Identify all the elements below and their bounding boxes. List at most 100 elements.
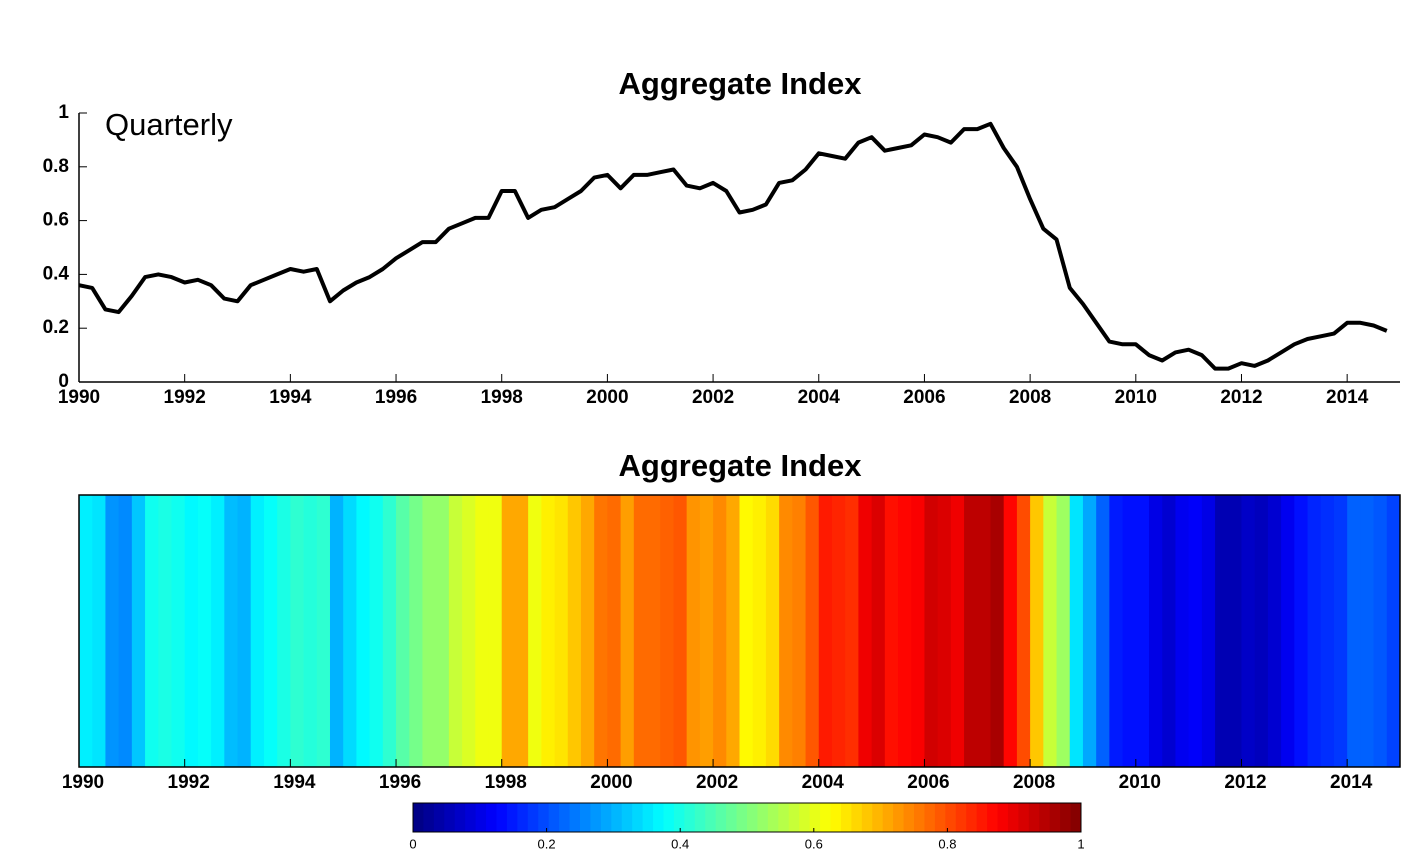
heat-cell bbox=[647, 495, 661, 767]
heat-cell bbox=[1307, 495, 1322, 767]
colorbar-tick-label: 1 bbox=[1077, 836, 1084, 851]
x-tick-label: 2004 bbox=[798, 387, 841, 408]
x-tick-label: 2002 bbox=[696, 772, 738, 793]
colorbar-swatch bbox=[736, 803, 748, 832]
y-tick-label: 0.2 bbox=[43, 317, 69, 338]
x-tick-label: 1994 bbox=[269, 387, 312, 408]
heat-cell bbox=[660, 495, 674, 767]
x-tick-label: 2010 bbox=[1115, 387, 1157, 408]
colorbar-swatch bbox=[517, 803, 529, 832]
colorbar-swatch bbox=[527, 803, 539, 832]
heat-cell bbox=[924, 495, 939, 767]
colorbar-swatch bbox=[882, 803, 894, 832]
heat-cell bbox=[514, 495, 529, 767]
heat-cell bbox=[673, 495, 688, 767]
heat-cell bbox=[990, 495, 1005, 767]
heat-cell bbox=[977, 495, 991, 767]
colorbar-swatch bbox=[1039, 803, 1051, 832]
heat-cell bbox=[1162, 495, 1176, 767]
heat-cell bbox=[1333, 495, 1348, 767]
heat-cell bbox=[1069, 495, 1084, 767]
heat-cell bbox=[871, 495, 886, 767]
heat-cell bbox=[620, 495, 635, 767]
heat-cell bbox=[1281, 495, 1295, 767]
heat-cell bbox=[211, 495, 225, 767]
colorbar-swatch bbox=[590, 803, 602, 832]
heat-cell bbox=[1109, 495, 1124, 767]
heat-cell bbox=[528, 495, 542, 767]
x-tick-label: 1996 bbox=[379, 772, 421, 793]
heat-cell bbox=[567, 495, 582, 767]
heat-cell bbox=[382, 495, 397, 767]
x-tick-label: 2000 bbox=[590, 772, 632, 793]
heat-cell bbox=[1016, 495, 1031, 767]
colorbar-swatch bbox=[767, 803, 779, 832]
y-tick-label: 1 bbox=[58, 102, 69, 123]
heat-cell bbox=[1056, 495, 1071, 767]
colorbar-swatch bbox=[861, 803, 873, 832]
x-tick-label: 1992 bbox=[168, 772, 210, 793]
heat-cell bbox=[964, 495, 978, 767]
colorbar-swatch bbox=[663, 803, 675, 832]
heat-cell bbox=[594, 495, 608, 767]
colorbar-swatch bbox=[496, 803, 508, 832]
heat-cell bbox=[633, 495, 648, 767]
colorbar-swatch bbox=[673, 803, 685, 832]
colorbar-swatch bbox=[538, 803, 550, 832]
heat-frame bbox=[78, 494, 1401, 768]
x-tick-label: 2002 bbox=[692, 387, 734, 408]
colorbar-swatch bbox=[799, 803, 811, 832]
colorbar-swatch bbox=[830, 803, 842, 832]
heat-cell bbox=[92, 495, 106, 767]
x-tick-label: 1992 bbox=[164, 387, 206, 408]
colorbar-swatch bbox=[809, 803, 821, 832]
heat-cell bbox=[197, 495, 212, 767]
colorbar-swatch bbox=[433, 803, 445, 832]
colorbar-swatch bbox=[747, 803, 758, 832]
heat-cell bbox=[898, 495, 912, 767]
heat-cell bbox=[792, 495, 807, 767]
heat-cell bbox=[184, 495, 199, 767]
colorbar-swatch bbox=[820, 803, 831, 832]
x-tick-label: 2010 bbox=[1119, 772, 1161, 793]
heat-cell bbox=[316, 495, 331, 767]
colorbar-swatch bbox=[945, 803, 957, 832]
x-tick-label: 1998 bbox=[485, 772, 527, 793]
heat-cell bbox=[1096, 495, 1110, 767]
colorbar-swatch bbox=[569, 803, 581, 832]
heat-cell bbox=[448, 495, 463, 767]
colorbar-tick-label: 0 bbox=[409, 836, 416, 851]
heat-cell bbox=[1043, 495, 1058, 767]
y-tick-label: 0.4 bbox=[43, 263, 70, 284]
heat-cell bbox=[818, 495, 833, 767]
colorbar-swatch bbox=[997, 803, 1009, 832]
colorbar-swatch bbox=[987, 803, 998, 832]
heat-cell bbox=[118, 495, 133, 767]
colorbar-swatch bbox=[840, 803, 852, 832]
heat-cell bbox=[831, 495, 846, 767]
x-tick-label: 2004 bbox=[802, 772, 845, 793]
heat-cell bbox=[409, 495, 423, 767]
heat-cell bbox=[1175, 495, 1190, 767]
heat-cell bbox=[356, 495, 371, 767]
colorbar-swatch bbox=[465, 803, 477, 832]
x-tick-label: 2014 bbox=[1330, 772, 1373, 793]
colorbar-swatch bbox=[934, 803, 946, 832]
heat-cell bbox=[1254, 495, 1269, 767]
heat-cell bbox=[739, 495, 754, 767]
heat-cell bbox=[1082, 495, 1097, 767]
x-tick-label: 1990 bbox=[62, 772, 104, 793]
heat-cell bbox=[726, 495, 740, 767]
colorbar-swatch bbox=[757, 803, 769, 832]
y-tick-label: 0.8 bbox=[43, 156, 69, 177]
heat-cell bbox=[1386, 495, 1401, 767]
colorbar-swatch bbox=[726, 803, 738, 832]
chart-title: Aggregate Index bbox=[619, 66, 863, 101]
heat-cell bbox=[752, 495, 767, 767]
heat-cell bbox=[105, 495, 120, 767]
heat-cell bbox=[290, 495, 305, 767]
y-tick-label: 0 bbox=[58, 371, 69, 392]
x-tick-label: 2000 bbox=[586, 387, 628, 408]
heat-cell bbox=[1201, 495, 1216, 767]
